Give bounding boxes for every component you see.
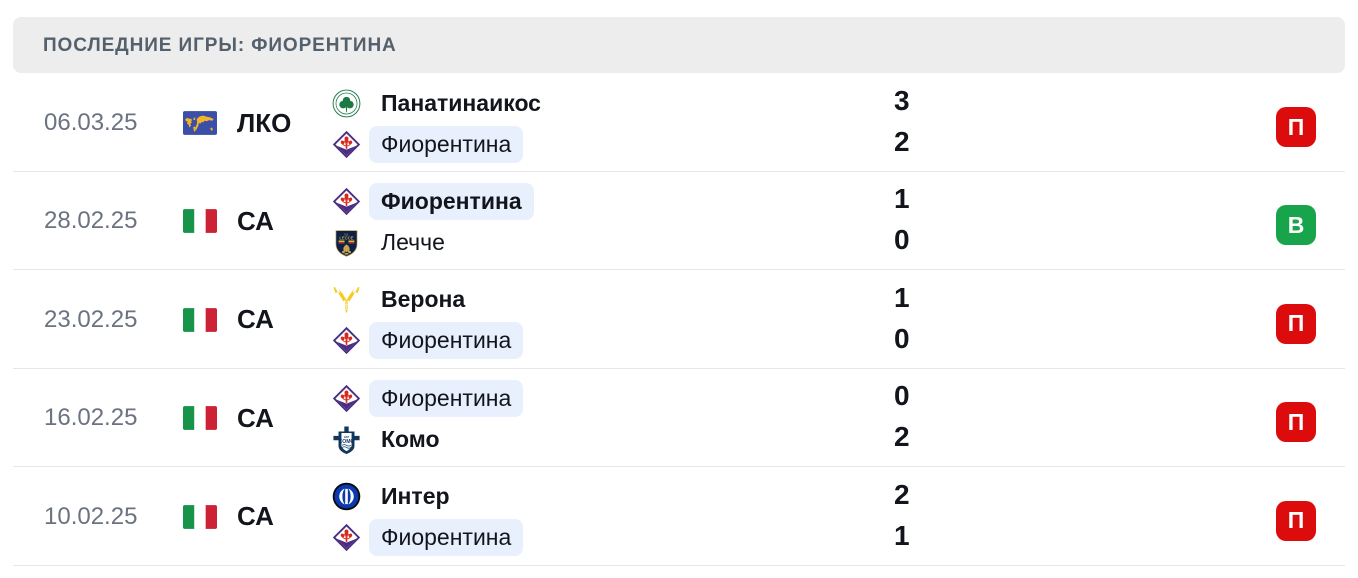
svg-text:COMO: COMO [339, 439, 355, 445]
svg-text:LECCE: LECCE [339, 235, 353, 240]
